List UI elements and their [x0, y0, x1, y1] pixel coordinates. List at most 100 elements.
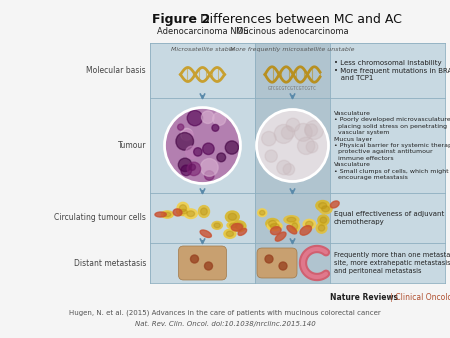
Circle shape — [178, 124, 184, 130]
Circle shape — [205, 171, 214, 180]
Ellipse shape — [319, 204, 332, 214]
FancyBboxPatch shape — [179, 246, 226, 280]
Ellipse shape — [303, 219, 315, 229]
Circle shape — [217, 153, 225, 162]
Circle shape — [281, 126, 295, 139]
Text: Figure 2: Figure 2 — [152, 13, 210, 26]
Circle shape — [186, 146, 198, 159]
Ellipse shape — [198, 206, 210, 217]
Circle shape — [176, 132, 194, 150]
Ellipse shape — [225, 211, 239, 222]
Circle shape — [190, 255, 198, 263]
Circle shape — [202, 111, 214, 123]
Text: Tumour: Tumour — [117, 141, 146, 150]
Circle shape — [187, 162, 201, 176]
Ellipse shape — [267, 222, 282, 231]
Ellipse shape — [322, 206, 329, 212]
Ellipse shape — [290, 220, 300, 232]
FancyBboxPatch shape — [257, 248, 297, 278]
Text: • Less chromosomal instability
• More frequent mutations in BRAF
   and TCP1: • Less chromosomal instability • More fr… — [334, 60, 450, 81]
Ellipse shape — [184, 209, 197, 219]
Ellipse shape — [287, 225, 297, 234]
Ellipse shape — [180, 205, 186, 212]
Circle shape — [277, 160, 291, 175]
Circle shape — [274, 124, 293, 143]
Ellipse shape — [270, 223, 279, 229]
Ellipse shape — [320, 217, 327, 223]
Ellipse shape — [300, 225, 311, 235]
Text: More frequently microsatellite unstable: More frequently microsatellite unstable — [230, 47, 355, 52]
Text: GTCGCGTCGTCGTCGTC: GTCGCGTCGTCGTCGTC — [268, 86, 317, 91]
Text: Hugen, N. et al. (2015) Advances in the care of patients with mucinous colorecta: Hugen, N. et al. (2015) Advances in the … — [69, 310, 381, 316]
Text: Equal effectiveness of adjuvant
chemotherapy: Equal effectiveness of adjuvant chemothe… — [334, 211, 444, 225]
Ellipse shape — [260, 211, 265, 215]
Circle shape — [306, 141, 318, 153]
Ellipse shape — [164, 212, 171, 217]
Circle shape — [165, 107, 240, 184]
Ellipse shape — [212, 221, 222, 229]
Circle shape — [194, 148, 202, 156]
Text: Mucinous adenocarcinoma: Mucinous adenocarcinoma — [236, 27, 349, 36]
Text: Differences between MC and AC: Differences between MC and AC — [196, 13, 402, 26]
FancyBboxPatch shape — [150, 43, 255, 283]
Ellipse shape — [227, 222, 240, 229]
Ellipse shape — [233, 221, 246, 232]
Circle shape — [305, 124, 318, 137]
Ellipse shape — [173, 209, 182, 216]
Ellipse shape — [318, 215, 329, 225]
Circle shape — [181, 165, 192, 176]
Ellipse shape — [319, 202, 327, 209]
Circle shape — [213, 112, 226, 125]
Circle shape — [212, 124, 219, 131]
Ellipse shape — [270, 227, 281, 235]
Ellipse shape — [214, 223, 220, 228]
FancyBboxPatch shape — [255, 43, 330, 283]
Ellipse shape — [306, 221, 313, 227]
FancyBboxPatch shape — [330, 43, 445, 283]
Ellipse shape — [330, 201, 339, 208]
Ellipse shape — [231, 223, 243, 231]
Ellipse shape — [316, 200, 329, 211]
Circle shape — [189, 164, 195, 170]
Ellipse shape — [269, 220, 277, 227]
Circle shape — [279, 262, 287, 270]
Ellipse shape — [226, 231, 234, 237]
Circle shape — [202, 143, 214, 154]
Text: Nature Reviews: Nature Reviews — [330, 293, 398, 302]
Circle shape — [262, 131, 276, 146]
Ellipse shape — [228, 213, 237, 220]
Ellipse shape — [224, 229, 236, 238]
Circle shape — [182, 130, 194, 141]
Circle shape — [181, 128, 193, 140]
Text: Vasculature
• Poorly developed microvasculature
  placing solid stress on penetr: Vasculature • Poorly developed microvasc… — [334, 111, 450, 180]
Ellipse shape — [287, 217, 296, 222]
Circle shape — [187, 111, 202, 126]
Ellipse shape — [292, 223, 297, 230]
Ellipse shape — [284, 216, 299, 224]
Text: Molecular basis: Molecular basis — [86, 66, 146, 75]
Ellipse shape — [266, 218, 279, 229]
Ellipse shape — [316, 223, 327, 233]
Circle shape — [265, 255, 273, 263]
Circle shape — [297, 137, 315, 154]
Text: | Clinical Oncology: | Clinical Oncology — [388, 293, 450, 302]
Ellipse shape — [177, 202, 189, 214]
Circle shape — [286, 118, 300, 132]
Text: Frequently more than one metastatic
site, more extrahepatic metastasis
and perit: Frequently more than one metastatic site… — [334, 252, 450, 274]
Circle shape — [265, 150, 277, 162]
Ellipse shape — [319, 225, 325, 231]
Text: Distant metastasis: Distant metastasis — [74, 259, 146, 267]
Ellipse shape — [238, 228, 247, 236]
Circle shape — [225, 141, 238, 154]
Ellipse shape — [187, 211, 195, 217]
Circle shape — [256, 110, 328, 182]
Ellipse shape — [177, 208, 190, 216]
Ellipse shape — [200, 230, 212, 238]
Circle shape — [200, 159, 218, 176]
Circle shape — [204, 262, 212, 270]
Circle shape — [294, 123, 312, 141]
Ellipse shape — [179, 210, 187, 214]
Ellipse shape — [258, 209, 267, 217]
Text: Nat. Rev. Clin. Oncol. doi:10.1038/nrclinc.2015.140: Nat. Rev. Clin. Oncol. doi:10.1038/nrcli… — [135, 321, 315, 327]
Ellipse shape — [155, 212, 166, 217]
